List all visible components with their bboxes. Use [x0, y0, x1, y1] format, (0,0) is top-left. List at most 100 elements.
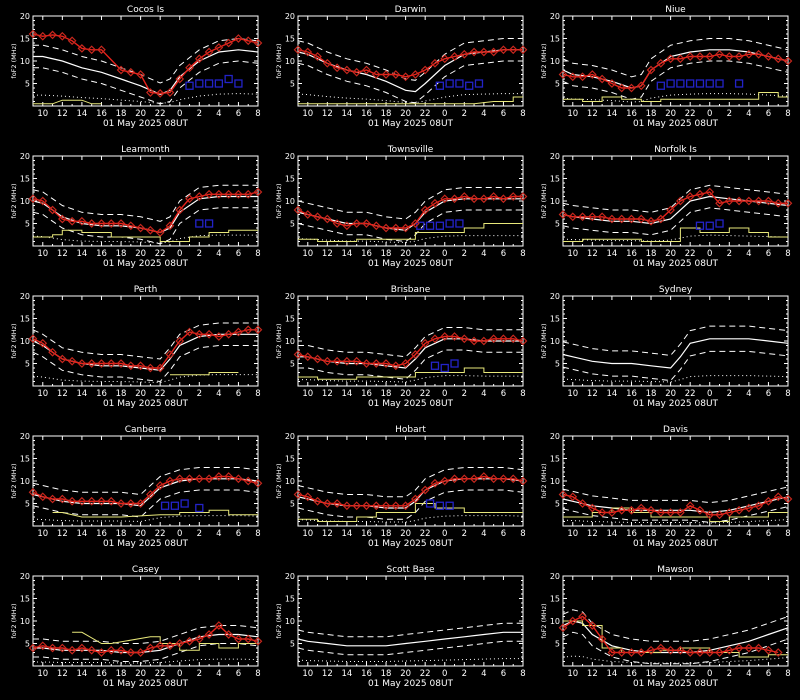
observed-marker	[234, 474, 243, 484]
blue-box-marker	[695, 221, 705, 230]
observed-marker	[636, 214, 646, 224]
observed-marker	[459, 474, 469, 484]
x-tick-label: 12	[57, 529, 68, 539]
x-tick-label: 6	[766, 669, 771, 679]
observed-marker	[734, 196, 744, 206]
observed-marker	[155, 481, 165, 490]
observed-marker	[568, 72, 578, 82]
observed-marker	[165, 641, 175, 651]
y-axis-label: foF2 (MHz)	[10, 323, 18, 358]
observed-marker	[48, 347, 57, 357]
x-tick-label: 6	[236, 669, 241, 679]
panel-title: Niue	[665, 5, 686, 15]
y-tick-label: 10	[20, 197, 30, 206]
x-tick-label: 12	[322, 529, 333, 539]
observed-marker	[116, 499, 126, 508]
observed-marker	[224, 38, 234, 48]
observed-marker	[116, 359, 126, 368]
y-tick-label: 20	[285, 12, 295, 21]
observed-marker	[48, 30, 57, 40]
x-tick-label: 18	[116, 389, 127, 399]
x-tick-label: 18	[116, 669, 127, 679]
y-axis-label: foF2 (MHz)	[10, 463, 18, 498]
x-tick-label: 4	[746, 109, 751, 119]
x-tick-label: 18	[116, 109, 127, 119]
x-tick-label: 22	[155, 669, 166, 679]
lower-dotted-line	[297, 93, 523, 104]
x-tick-label: 6	[236, 529, 241, 539]
panel-davis: Davis 5 10 15 20 10 12 14 16 18 20 22 0 2 4 6 8 foF2 (MHz…	[540, 425, 793, 549]
blue-box-marker	[180, 499, 189, 508]
x-tick-label: 14	[76, 669, 87, 679]
observed-marker	[28, 334, 38, 344]
x-tick-label: 4	[216, 249, 221, 259]
x-tick-label: 20	[665, 389, 676, 399]
observed-marker	[754, 643, 764, 653]
observed-marker	[97, 648, 106, 657]
observed-marker	[371, 70, 381, 79]
x-tick-label: 0	[177, 109, 182, 119]
y-tick-label: 5	[290, 360, 295, 369]
observed-marker	[411, 70, 420, 79]
observed-marker	[155, 228, 165, 237]
x-tick-label: 2	[197, 669, 202, 679]
observed-marker	[67, 496, 77, 506]
observed-marker	[303, 492, 313, 502]
lower-decile-line	[562, 60, 789, 100]
observed-marker	[685, 648, 695, 657]
x-tick-label: 6	[236, 109, 241, 119]
y-tick-label: 15	[20, 595, 30, 604]
blue-box-marker	[435, 221, 444, 230]
observed-marker	[646, 505, 656, 515]
blue-box-marker	[204, 79, 214, 88]
upper-decile-line	[32, 467, 259, 496]
x-tick-label: 10	[37, 389, 48, 399]
observed-marker	[627, 83, 636, 93]
observed-marker	[607, 508, 617, 517]
observed-marker	[126, 221, 136, 231]
y-tick-label: 15	[550, 455, 560, 464]
upper-decile-line	[297, 467, 524, 498]
observed-marker	[243, 634, 253, 644]
observed-marker	[194, 634, 204, 644]
observed-marker	[676, 645, 685, 655]
x-tick-label: 2	[727, 669, 732, 679]
x-tick-label: 10	[567, 669, 578, 679]
observed-marker	[489, 47, 499, 57]
x-tick-label: 22	[155, 529, 166, 539]
upper-decile-line	[297, 38, 523, 81]
x-tick-label: 16	[96, 109, 107, 119]
y-tick-label: 15	[20, 35, 30, 44]
observed-marker	[38, 196, 48, 206]
observed-marker	[77, 44, 87, 53]
x-tick-label: 2	[462, 529, 467, 539]
observed-marker	[568, 492, 578, 502]
observed-marker	[362, 501, 371, 511]
x-tick-label: 6	[766, 389, 771, 399]
upper-decile-line	[562, 38, 789, 78]
kindex-step-line	[52, 509, 258, 518]
observed-marker	[381, 501, 391, 511]
x-tick-label: 22	[685, 249, 696, 259]
observed-marker	[57, 643, 67, 653]
panel-title: Brisbane	[391, 285, 431, 295]
observed-marker	[116, 219, 126, 228]
observed-marker	[87, 219, 97, 228]
observed-marker	[666, 508, 675, 517]
observed-marker	[381, 223, 391, 233]
observed-marker	[253, 187, 263, 197]
observed-marker	[401, 223, 410, 233]
observed-marker	[313, 212, 322, 222]
y-tick-label: 10	[550, 477, 560, 486]
observed-marker	[607, 214, 617, 224]
y-tick-label: 10	[20, 617, 30, 626]
kindex-step-line	[298, 503, 523, 522]
upper-decile-line	[33, 37, 259, 84]
observed-marker	[77, 496, 87, 506]
observed-marker	[773, 492, 783, 502]
observed-marker	[87, 45, 97, 55]
observed-marker	[479, 47, 489, 57]
observed-marker	[243, 36, 253, 46]
median-line	[33, 49, 259, 95]
observed-marker	[146, 363, 155, 373]
